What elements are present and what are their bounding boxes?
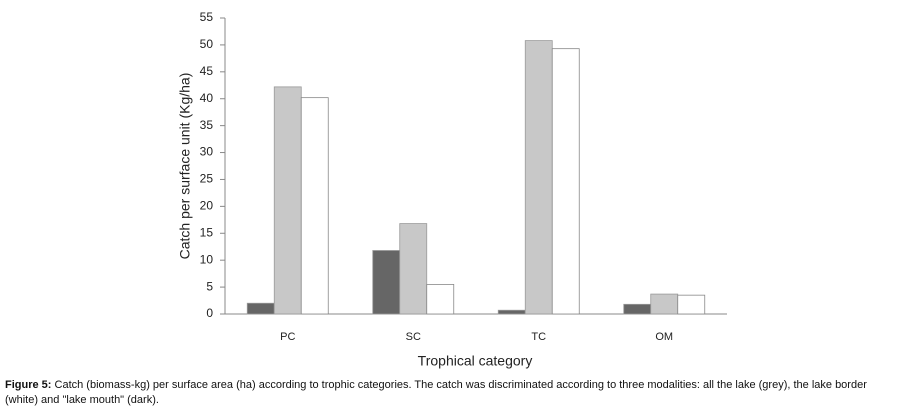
caption-label: Figure 5: <box>5 379 52 391</box>
y-tick-label: 15 <box>200 225 214 239</box>
bar <box>273 86 302 315</box>
bar <box>524 40 553 315</box>
x-tick-label: PC <box>280 331 295 343</box>
x-tick-label: SC <box>406 331 421 343</box>
y-tick-label: 35 <box>200 118 214 132</box>
bar <box>677 294 706 315</box>
x-axis-label: Trophical category <box>418 353 533 369</box>
y-tick-label: 30 <box>200 145 214 159</box>
bar <box>399 223 428 315</box>
y-axis-label: Catch per surface unit (Kg/ha) <box>177 73 193 260</box>
bar <box>497 309 526 315</box>
y-tick-label: 5 <box>206 279 213 293</box>
bar <box>426 283 455 315</box>
y-tick-label: 0 <box>206 306 213 320</box>
y-tick-label: 50 <box>200 37 214 51</box>
y-tick-label: 40 <box>200 91 214 105</box>
y-tick-label: 20 <box>200 199 214 213</box>
y-tick-label: 25 <box>200 172 214 186</box>
bar <box>372 250 401 315</box>
bar <box>300 97 329 315</box>
bar <box>246 302 275 315</box>
y-tick-label: 10 <box>200 252 214 266</box>
bar <box>650 293 679 315</box>
caption-text: Catch (biomass-kg) per surface area (ha)… <box>5 379 867 406</box>
x-tick-label: TC <box>531 331 546 343</box>
bar <box>623 303 652 315</box>
bar <box>551 48 580 315</box>
caption: Figure 5: Catch (biomass-kg) per surface… <box>5 378 897 408</box>
y-tick-label: 45 <box>200 64 214 78</box>
chart: Catch per surface unit (Kg/ha) Trophical… <box>177 10 727 369</box>
y-tick-label: 55 <box>200 10 214 24</box>
x-tick-label: OM <box>655 331 673 343</box>
